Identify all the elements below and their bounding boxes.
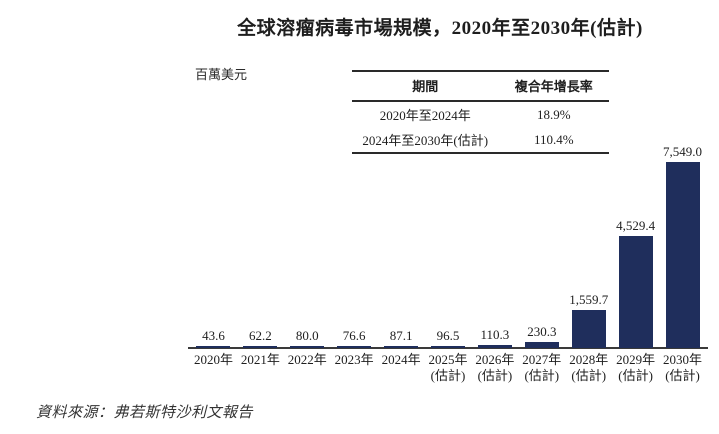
x-axis-estimate-note: (估計) [618,368,653,383]
x-axis-label: 2023年 [320,352,388,368]
x-axis-label: 2027年 (估計) [508,352,576,384]
x-axis-label: 2025年 (估計) [414,352,482,384]
bar [571,309,606,348]
x-axis-year: 2020年 [193,352,233,367]
x-axis-label: 2024年 [367,352,435,368]
bar-value-label: 76.6 [342,327,366,343]
table-row: 2024年至2030年(估計) 110.4% [352,127,609,153]
x-axis-year: 2023年 [334,352,374,367]
x-axis-label: 2030年 (估計) [649,352,717,384]
chart-title: 全球溶瘤病毒市場規模，2020年至2030年(估計) [237,18,643,39]
bar [431,345,465,348]
bar-value-label: 43.6 [202,327,225,343]
cagr-table-header-cagr: 複合年增長率 [498,71,609,102]
x-axis-year: 2022年 [287,352,327,367]
cagr-table-header-period: 期間 [352,71,499,102]
x-axis-label: 2028年 (估計) [555,352,623,384]
table-row: 2020年至2024年 18.9% [352,101,609,127]
bar [243,345,278,348]
x-axis-estimate-note: (估計) [430,368,466,383]
x-axis-year: 2026年 [475,352,515,367]
bar-value-label: 1,559.7 [569,291,609,307]
cagr-period-cell: 2020年至2024年 [379,108,471,123]
bar [290,345,325,348]
cagr-value-cell: 18.9% [536,106,571,122]
bar-value-label: 96.5 [436,327,460,343]
x-axis-year: 2027年 [522,352,562,367]
source-note: 資料來源：弗若斯特沙利文報告 [36,405,254,421]
x-axis-year: 2028年 [569,352,609,367]
x-axis-year: 2024年 [381,352,421,367]
bar [384,345,419,348]
bar [618,236,653,348]
x-axis-line [188,347,708,349]
x-axis-estimate-note: (估計) [571,368,607,383]
cagr-table: 期間 複合年增長率 2020年至2024年 18.9% 2024年至2030年(… [352,70,609,154]
x-axis-label: 2029年 (估計) [602,352,670,384]
bar-value-label: 87.1 [389,327,413,343]
bar-value-label: 62.2 [248,327,272,343]
x-axis-year: 2021年 [240,352,280,367]
x-axis-year: 2025年 [428,352,468,367]
x-axis-estimate-note: (估計) [524,368,560,383]
bar-value-label: 80.0 [295,327,319,343]
bar [477,345,512,348]
x-axis-label: 2026年 (估計) [461,352,529,384]
bar-value-label: 7,549.0 [663,144,703,159]
bar [337,345,372,348]
bar-value-label: 230.3 [527,324,557,340]
x-axis-year: 2030年 [663,352,703,367]
bar [196,345,231,348]
x-axis-estimate-note: (估計) [477,368,513,383]
bar [524,342,559,348]
x-axis-label: 2020年 [179,352,247,368]
bar-value-label: 4,529.4 [616,218,656,234]
x-axis-label: 2022年 [273,352,341,368]
bar [665,162,700,348]
x-axis-estimate-note: (估計) [665,368,700,383]
x-axis-year: 2029年 [616,352,656,367]
bar-value-label: 110.3 [480,327,510,343]
cagr-period-cell: 2024年至2030年(估計) [362,133,489,148]
x-axis-label: 2021年 [226,352,294,368]
cagr-value-cell: 110.4% [533,131,574,147]
cagr-table-header-row: 期間 複合年增長率 [352,71,609,102]
y-axis-unit-label: 百萬美元 [195,67,248,82]
